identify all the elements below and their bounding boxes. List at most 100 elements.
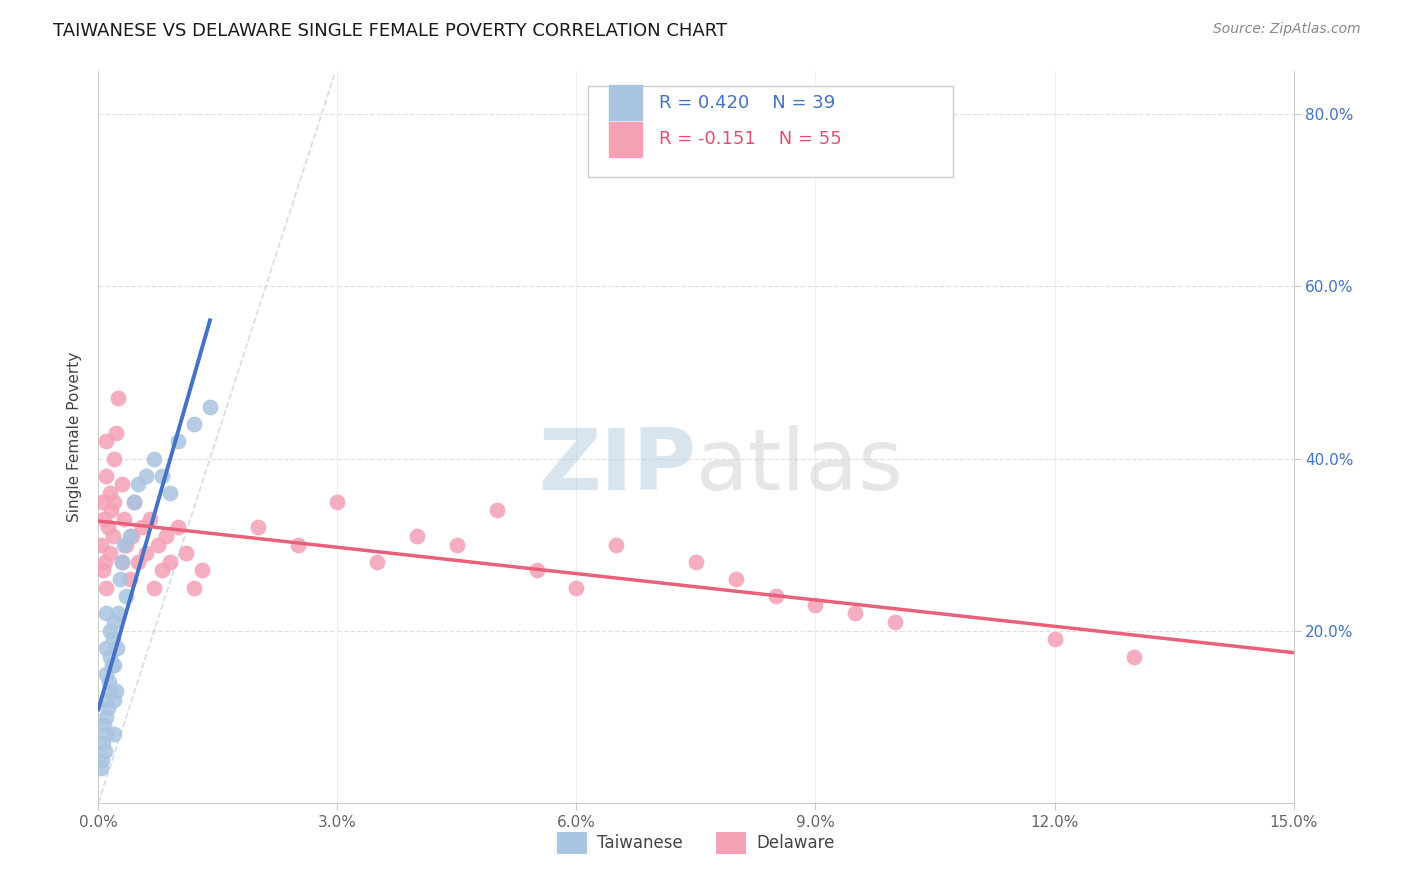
- Point: [127, 477, 149, 491]
- Point: [90, 538, 112, 552]
- Point: [111, 555, 134, 569]
- Bar: [609, 122, 643, 157]
- Point: [159, 486, 181, 500]
- Point: [120, 529, 142, 543]
- Point: [174, 546, 197, 560]
- Point: [183, 417, 205, 432]
- Point: [605, 538, 627, 552]
- Point: [97, 675, 120, 690]
- Point: [97, 701, 120, 715]
- Point: [685, 555, 707, 569]
- Point: [150, 564, 173, 578]
- Bar: [609, 86, 643, 120]
- Point: [104, 684, 127, 698]
- Point: [103, 494, 125, 508]
- Point: [96, 607, 118, 621]
- Point: [100, 503, 122, 517]
- Y-axis label: Single Female Poverty: Single Female Poverty: [67, 352, 83, 522]
- Point: [804, 598, 827, 612]
- Point: [101, 529, 124, 543]
- Point: [124, 494, 146, 508]
- Point: [1123, 649, 1146, 664]
- Point: [103, 451, 125, 466]
- Point: [93, 718, 115, 732]
- Point: [526, 564, 548, 578]
- Point: [103, 727, 125, 741]
- Point: [121, 529, 143, 543]
- Point: [724, 572, 747, 586]
- Point: [1043, 632, 1066, 647]
- Point: [135, 546, 157, 560]
- Point: [104, 425, 127, 440]
- Point: [98, 546, 122, 560]
- Point: [105, 640, 128, 655]
- Point: [96, 666, 118, 681]
- Point: [326, 494, 349, 508]
- Point: [112, 512, 135, 526]
- Point: [143, 581, 166, 595]
- Text: atlas: atlas: [696, 425, 904, 508]
- Point: [131, 520, 153, 534]
- Text: R = 0.420    N = 39: R = 0.420 N = 39: [659, 94, 835, 112]
- Point: [94, 727, 117, 741]
- Point: [90, 761, 112, 775]
- Point: [91, 735, 114, 749]
- Point: [765, 589, 787, 603]
- Point: [139, 512, 162, 526]
- Point: [406, 529, 429, 543]
- Point: [101, 658, 124, 673]
- Point: [96, 468, 118, 483]
- Text: R = -0.151    N = 55: R = -0.151 N = 55: [659, 130, 842, 148]
- Point: [183, 581, 205, 595]
- Point: [94, 744, 117, 758]
- Point: [565, 581, 588, 595]
- Point: [150, 468, 173, 483]
- Text: TAIWANESE VS DELAWARE SINGLE FEMALE POVERTY CORRELATION CHART: TAIWANESE VS DELAWARE SINGLE FEMALE POVE…: [53, 22, 727, 40]
- Point: [96, 710, 118, 724]
- Point: [366, 555, 388, 569]
- Point: [103, 658, 125, 673]
- Point: [111, 555, 134, 569]
- Point: [127, 555, 149, 569]
- Point: [115, 589, 138, 603]
- Point: [844, 607, 866, 621]
- Point: [124, 494, 146, 508]
- Point: [103, 692, 125, 706]
- Point: [91, 564, 114, 578]
- Point: [91, 494, 114, 508]
- Legend: Taiwanese, Delaware: Taiwanese, Delaware: [551, 826, 841, 860]
- Point: [115, 538, 138, 552]
- Point: [167, 434, 190, 449]
- Point: [107, 392, 129, 406]
- Point: [96, 692, 118, 706]
- Point: [94, 555, 117, 569]
- FancyBboxPatch shape: [589, 86, 953, 178]
- Point: [91, 753, 114, 767]
- Point: [198, 400, 221, 414]
- Point: [100, 684, 122, 698]
- Point: [167, 520, 190, 534]
- Point: [143, 451, 166, 466]
- Point: [103, 615, 125, 629]
- Point: [107, 607, 129, 621]
- Point: [96, 640, 118, 655]
- Point: [148, 538, 170, 552]
- Point: [98, 486, 121, 500]
- Point: [112, 538, 135, 552]
- Point: [101, 632, 124, 647]
- Text: ZIP: ZIP: [538, 425, 696, 508]
- Point: [120, 572, 142, 586]
- Text: Source: ZipAtlas.com: Source: ZipAtlas.com: [1213, 22, 1361, 37]
- Point: [485, 503, 508, 517]
- Point: [98, 624, 122, 638]
- Point: [155, 529, 177, 543]
- Point: [97, 520, 120, 534]
- Point: [246, 520, 269, 534]
- Point: [191, 564, 214, 578]
- Point: [446, 538, 468, 552]
- Point: [93, 512, 115, 526]
- Point: [111, 477, 134, 491]
- Point: [108, 572, 131, 586]
- Point: [135, 468, 157, 483]
- Point: [98, 649, 121, 664]
